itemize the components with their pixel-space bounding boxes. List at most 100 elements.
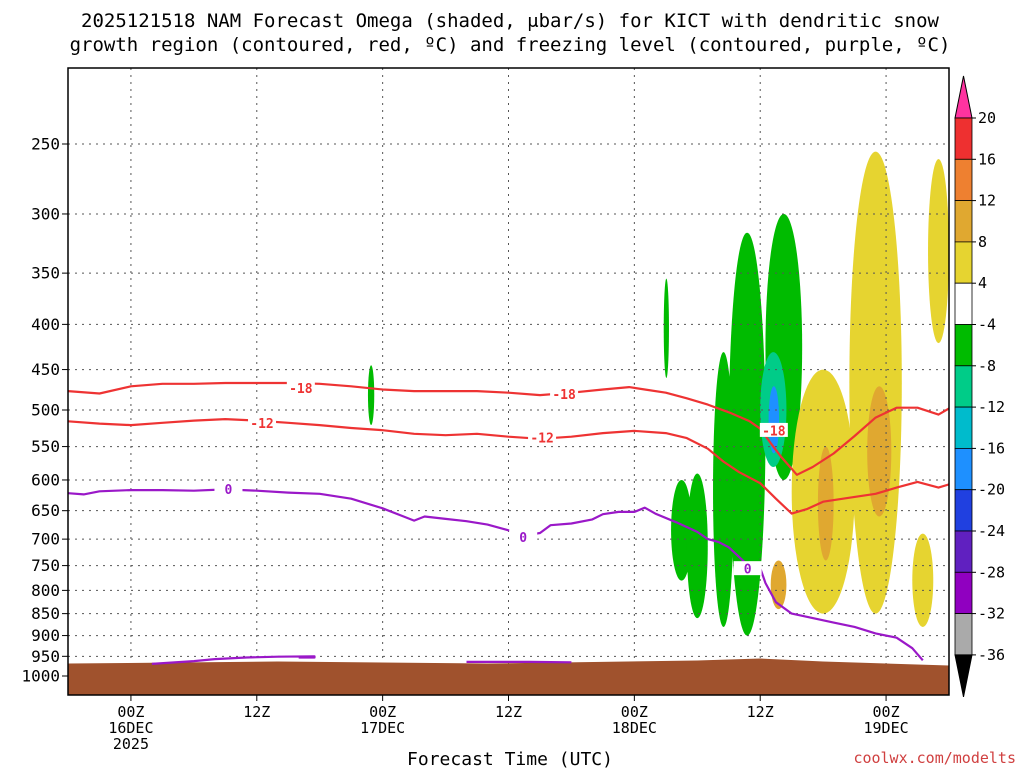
colorbar: 20 16 12 8 4 -4 -8 -12 -16 -20 -24 -28 -32 -36 — [954, 75, 1005, 697]
contour-label-dgz-minus-12-1: -12 — [530, 432, 553, 447]
x-tick-label-78-1: 19DEC — [863, 719, 908, 737]
contour-label-bg-dgz-minus-12-1 — [528, 430, 557, 445]
contour-layer — [68, 381, 949, 665]
contour-label-freezing-level-1: 0 — [519, 531, 527, 546]
contour-label-dgz-minus-18-2: -18 — [762, 424, 786, 439]
omega-green-strip-18dec — [663, 278, 669, 379]
x-tick-label-18-0: 12Z — [243, 703, 270, 721]
colorbar-segment-12 — [954, 571, 973, 614]
chart-title-line-2: growth region (contoured, red, ºC) and f… — [70, 34, 951, 56]
contour-label-bg-dgz-minus-18-2 — [759, 422, 788, 437]
y-tick-label-400: 400 — [31, 315, 60, 334]
omega-shading-layer — [367, 151, 949, 636]
colorbar-bottom-arrow — [954, 654, 973, 697]
x-tick-label-6-1: 16DEC — [108, 719, 153, 737]
colorbar-label-2: 12 — [978, 192, 996, 210]
omega-green-sliver-17dec — [367, 365, 375, 426]
contour-label-dgz-minus-18-0: -18 — [289, 382, 313, 397]
y-tick-label-650: 650 — [31, 501, 60, 520]
omega-green-band-b — [686, 473, 708, 619]
y-tick-label-450: 450 — [31, 360, 60, 379]
y-tick-label-1000: 1000 — [21, 667, 60, 686]
terrain-layer — [68, 658, 949, 695]
contour-label-dgz-minus-12-0: -12 — [250, 417, 273, 432]
contour-labels: -18 -18 -18 -12 -12 0 0 0 — [214, 380, 788, 578]
contour-label-bg-freezing-level-1 — [509, 529, 538, 544]
x-tick-label-54-1: 18DEC — [612, 719, 657, 737]
omega-yellow-rise-d — [928, 159, 949, 344]
contour-freezing-level-surface-left — [151, 655, 316, 665]
colorbar-segment-11 — [954, 530, 973, 573]
contour-label-bg-dgz-minus-18-0 — [286, 380, 315, 395]
y-tick-label-900: 900 — [31, 626, 60, 645]
chart-title-line-1: 2025121518 NAM Forecast Omega (shaded, μ… — [81, 10, 939, 32]
colorbar-label-8: -16 — [978, 439, 1005, 457]
colorbar-label-13: -36 — [978, 646, 1005, 664]
contour-freezing-level — [68, 488, 924, 662]
colorbar-label-9: -20 — [978, 481, 1005, 499]
contour-label-dgz-minus-18-1: -18 — [552, 388, 576, 403]
y-tick-label-250: 250 — [31, 135, 60, 154]
y-tick-label-800: 800 — [31, 581, 60, 600]
contour-label-bg-freezing-level-2 — [733, 561, 762, 576]
colorbar-label-11: -28 — [978, 563, 1005, 581]
colorbar-label-0: 20 — [978, 109, 996, 127]
contour-dgz-minus-18 — [68, 381, 949, 476]
colorbar-segment-1 — [954, 117, 973, 160]
y-tick-label-300: 300 — [31, 204, 60, 223]
colorbar-label-6: -8 — [978, 357, 996, 375]
colorbar-label-4: 4 — [978, 274, 987, 292]
y-tick-label-500: 500 — [31, 401, 60, 420]
colorbar-segment-2 — [954, 158, 973, 202]
y-tick-label-550: 550 — [31, 437, 60, 456]
colorbar-label-5: -4 — [978, 316, 996, 334]
y-tick-label-700: 700 — [31, 530, 60, 549]
colorbar-segment-4 — [954, 241, 973, 284]
colorbar-segment-9 — [954, 447, 973, 491]
colorbar-label-7: -12 — [978, 398, 1005, 416]
omega-green-band-d — [728, 232, 766, 636]
colorbar-segment-13 — [954, 613, 973, 656]
x-tick-label-30-1: 17DEC — [360, 719, 405, 737]
terrain-ground — [68, 658, 949, 695]
source-credit: coolwx.com/modelts — [853, 749, 1016, 767]
x-tick-label-42-0: 12Z — [495, 703, 522, 721]
omega-orange-core-b — [817, 446, 834, 561]
y-tick-label-750: 750 — [31, 556, 60, 575]
y-tick-label-600: 600 — [31, 470, 60, 489]
colorbar-label-1: 16 — [978, 150, 996, 168]
contour-label-bg-dgz-minus-18-1 — [550, 386, 579, 401]
omega-green-band-a — [671, 479, 693, 581]
x-tick-label-66-0: 12Z — [747, 703, 774, 721]
omega-yellow-rise-b — [849, 151, 902, 614]
omega-green-band-c — [713, 352, 734, 627]
x-tick-label-54-0: 00Z — [621, 703, 648, 721]
colorbar-segment-10 — [954, 489, 973, 532]
y-tick-label-350: 350 — [31, 264, 60, 283]
colorbar-segment-3 — [954, 200, 973, 243]
contour-label-freezing-level-2: 0 — [744, 563, 752, 578]
contour-label-bg-dgz-minus-12-0 — [248, 415, 277, 430]
x-tick-label-30-0: 00Z — [369, 703, 396, 721]
x-tick-label-78-0: 00Z — [873, 703, 900, 721]
omega-yellow-rise-c — [912, 533, 934, 627]
y-tick-label-950: 950 — [31, 647, 60, 666]
colorbar-label-12: -32 — [978, 605, 1005, 623]
colorbar-segment-6 — [954, 324, 973, 367]
colorbar-segment-7 — [954, 365, 973, 408]
omega-orange-core-a — [867, 386, 892, 517]
colorbar-label-10: -24 — [978, 522, 1005, 540]
x-axis-title: Forecast Time (UTC) — [407, 749, 613, 768]
contour-dgz-minus-12 — [68, 418, 949, 515]
contour-label-freezing-level-0: 0 — [225, 483, 233, 498]
y-axis-ticks: 250 300 350 400 450 500 550 600 650 700 750 800 850 9… — [21, 135, 68, 686]
x-tick-label-6-0: 00Z — [117, 703, 144, 721]
omega-orange-core-c — [770, 560, 787, 610]
y-tick-label-850: 850 — [31, 604, 60, 623]
contour-label-bg-freezing-level-0 — [214, 481, 243, 496]
colorbar-segment-8 — [954, 406, 973, 449]
colorbar-label-3: 8 — [978, 233, 987, 251]
colorbar-segment-5 — [954, 282, 973, 325]
